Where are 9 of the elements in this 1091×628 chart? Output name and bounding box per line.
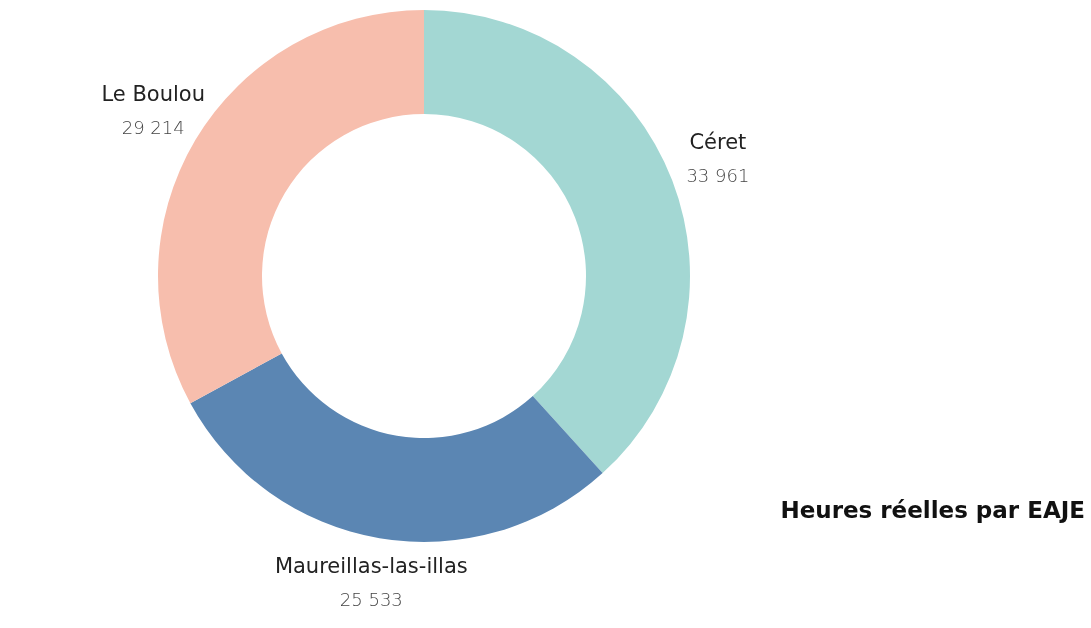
data-label: 29 214 [121,117,185,139]
donut-slice [424,10,690,474]
text: Heures réelles par EAJE [780,497,1085,523]
slice-label: Le Boulou [101,82,205,107]
slice-label: Céret [689,129,747,154]
donut-slice [190,353,603,542]
slice-label: Maureillas-las-illas [274,553,468,578]
data-label: 25 533 [339,588,403,610]
data-label: 33 961 [686,164,750,186]
